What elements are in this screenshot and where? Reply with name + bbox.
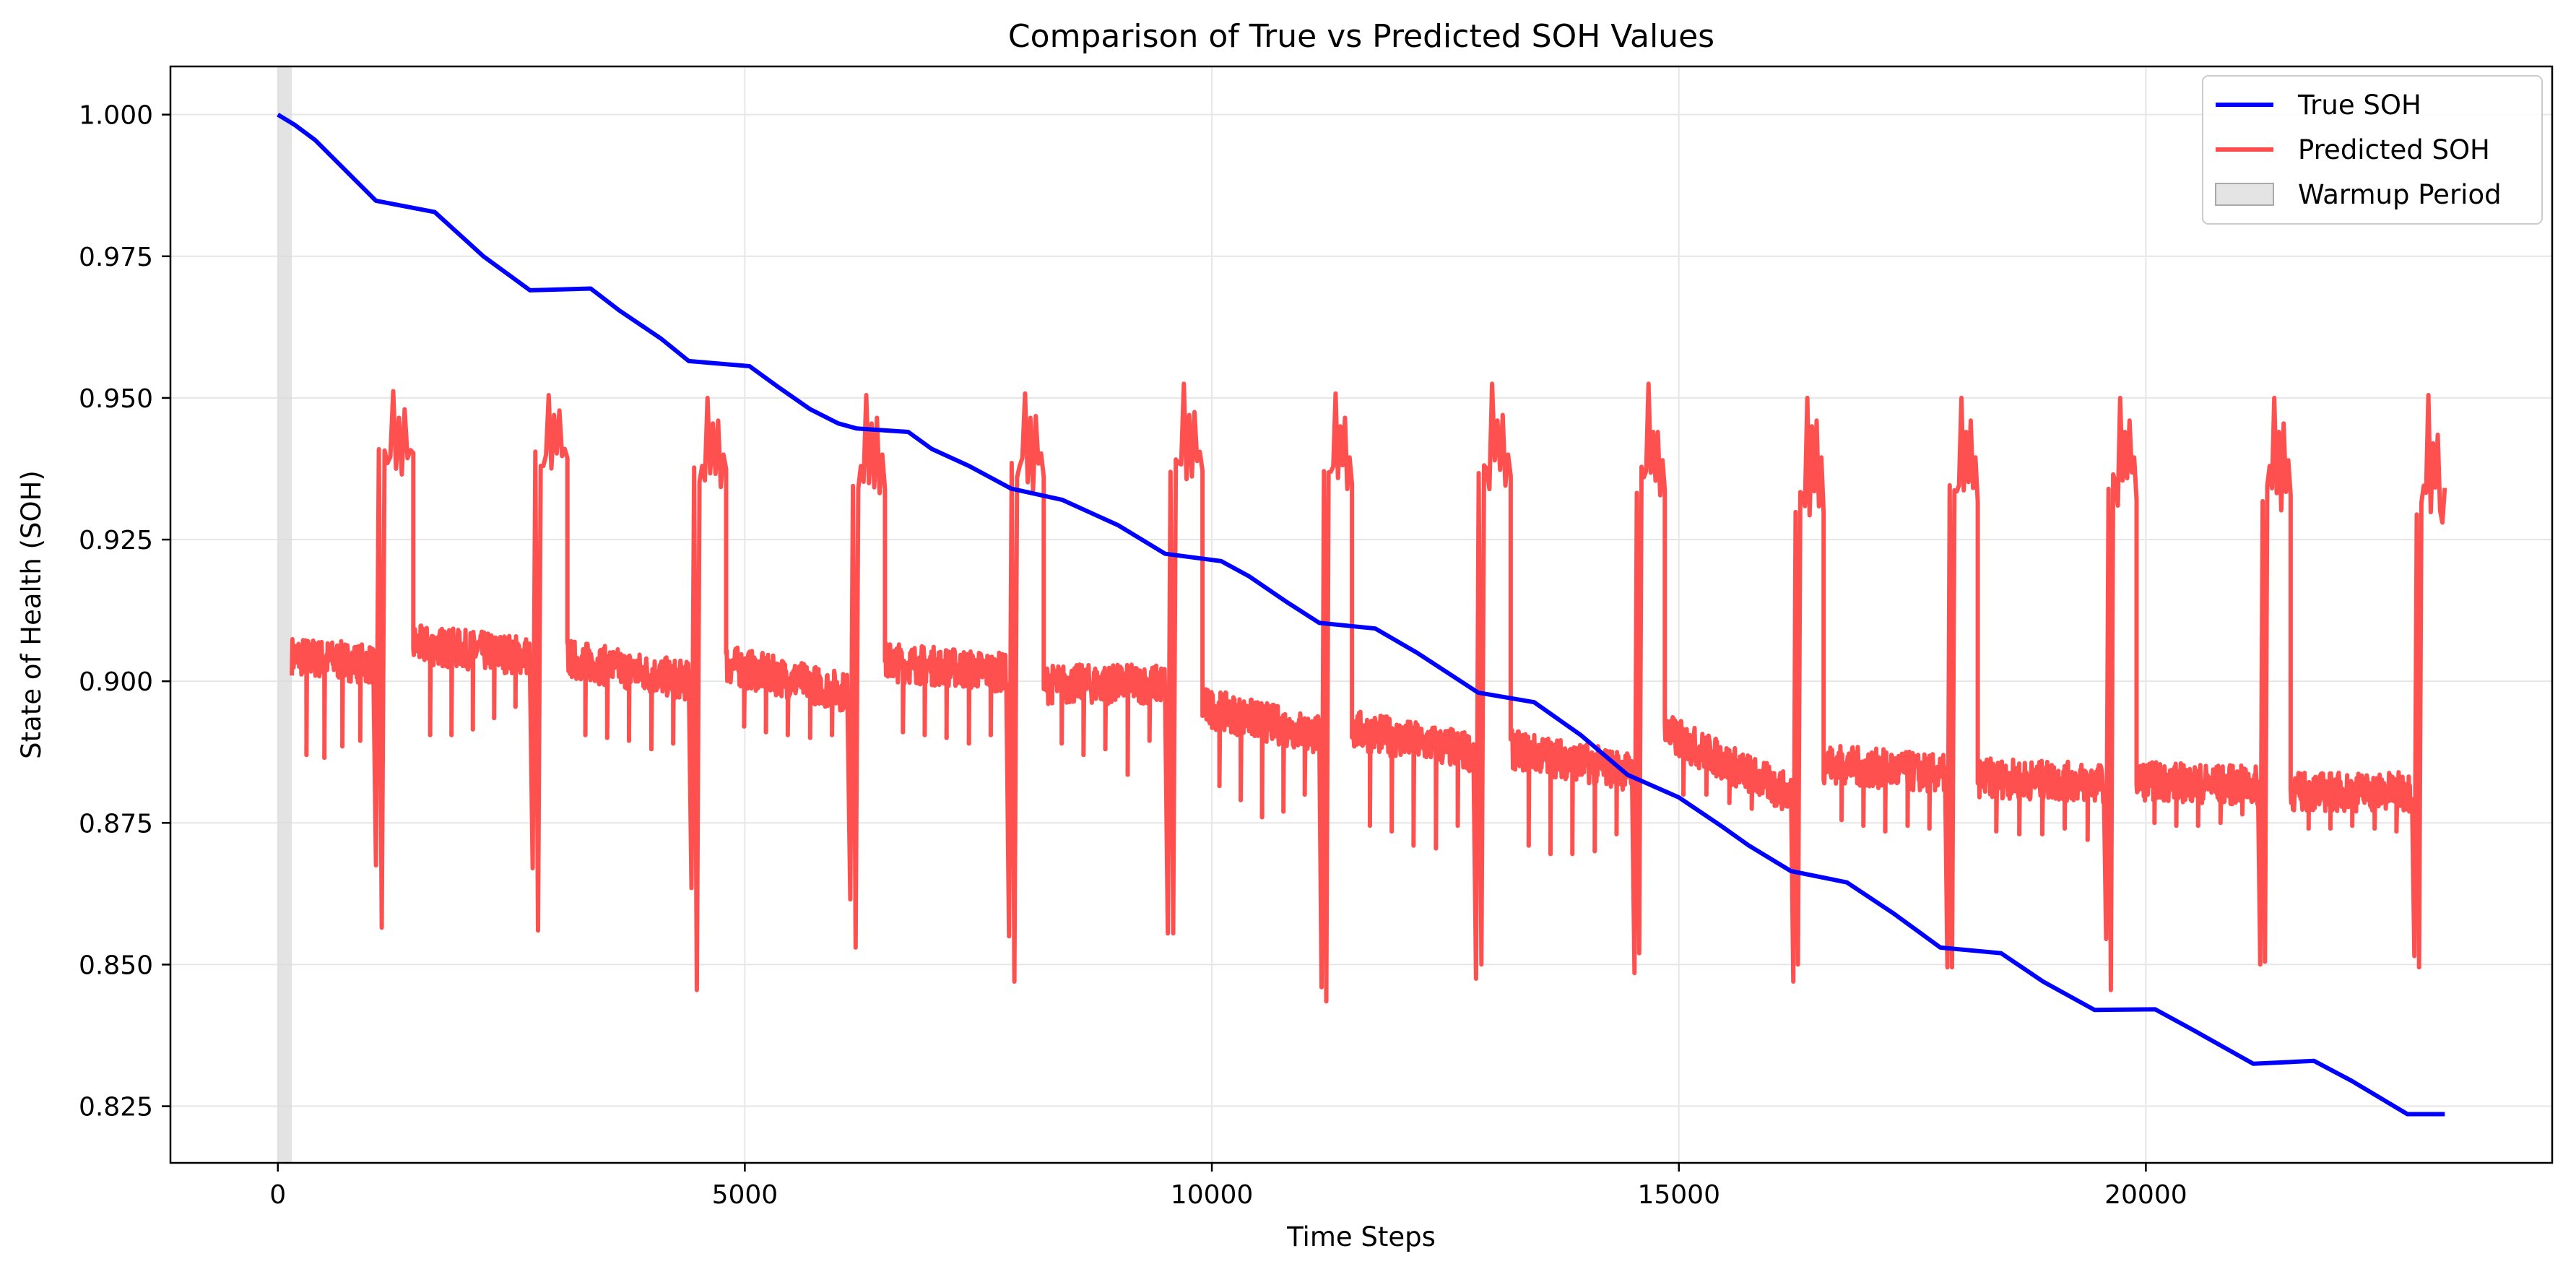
series-layer	[277, 113, 2447, 1117]
warmup-period-rect	[277, 66, 292, 1163]
true-soh-line	[277, 113, 2445, 1117]
x-tick-label: 0	[269, 1180, 286, 1210]
x-axis-ticks: 0 5000 10000 15000 20000	[269, 1163, 2187, 1210]
warmup-period-band	[277, 66, 292, 1163]
y-tick-label: 0.900	[79, 667, 153, 697]
legend-label-warmup-period: Warmup Period	[2298, 179, 2502, 210]
y-tick-label: 0.825	[79, 1093, 153, 1122]
x-tick-label: 20000	[2104, 1180, 2187, 1210]
legend: True SOH Predicted SOH Warmup Period	[2202, 75, 2543, 225]
y-axis-label: State of Health (SOH)	[16, 470, 47, 759]
legend-label-predicted-soh: Predicted SOH	[2298, 134, 2490, 165]
y-tick-label: 0.850	[79, 951, 153, 980]
predicted-soh-line	[290, 381, 2447, 1004]
y-tick-label: 0.950	[79, 384, 153, 414]
x-axis-label: Time Steps	[1286, 1221, 1436, 1252]
legend-label-true-soh: True SOH	[2297, 90, 2421, 121]
y-tick-label: 1.000	[79, 101, 153, 131]
x-tick-label: 10000	[1171, 1180, 1254, 1210]
legend-frame	[2202, 75, 2543, 225]
y-tick-label: 0.925	[79, 526, 153, 555]
legend-swatch-warmup-period	[2215, 183, 2274, 206]
x-tick-label: 15000	[1637, 1180, 1720, 1210]
grid	[170, 66, 2552, 1163]
y-tick-label: 0.875	[79, 809, 153, 839]
y-axis-ticks: 0.825 0.850 0.875 0.900 0.925 0.950 0.975 1.000	[79, 101, 170, 1122]
y-tick-label: 0.975	[79, 243, 153, 272]
chart-title: Comparison of True vs Predicted SOH Valu…	[1008, 18, 1714, 55]
plot-frame	[169, 65, 2554, 1164]
x-tick-label: 5000	[712, 1180, 779, 1210]
